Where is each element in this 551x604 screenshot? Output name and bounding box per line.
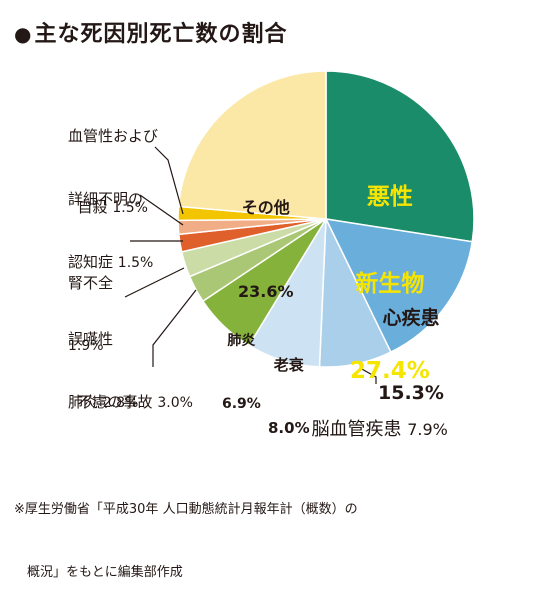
label-noukekkan-text: 脳血管疾患 (311, 419, 402, 440)
label-goen-line1: 誤嚥性 (68, 330, 114, 348)
footnote: ※厚生労働省「平成30年 人口動態統計月報年計（概数）の 概況」をもとに編集部作… (14, 457, 358, 604)
label-goen-line2: 肺炎 (68, 393, 99, 411)
label-furyo: 不慮の事故 3.0% (68, 371, 193, 414)
pie-chart (124, 70, 475, 384)
slice-value-haien: 6.9% (222, 396, 261, 412)
slice-label-akusei-line1: 悪性 (366, 184, 413, 210)
label-jisatsu: 自殺 1.5% (68, 176, 148, 219)
label-ninchi: 血管性および 詳細不明の 認知症 1.5% (68, 84, 158, 295)
footnote-line2: 概況」をもとに編集部作成 (14, 565, 183, 580)
label-ninchi-line1: 血管性および (68, 127, 159, 145)
slice-label-shinshikkan-text: 心疾患 (382, 307, 440, 329)
slice-label-sonota: その他 23.6% (238, 138, 294, 334)
slice-value-rousui: 8.0% (268, 419, 310, 437)
chart-title-text: 主な死因別死亡数の割合 (34, 22, 288, 47)
chart-title: ●主な死因別死亡数の割合 (14, 16, 287, 48)
leader-line-furyo (152, 289, 197, 367)
slice-value-akusei: 27.4% (350, 358, 430, 384)
slice-value-shinshikkan: 15.3% (378, 382, 444, 404)
leader-line-goen (124, 267, 185, 298)
slice-label-akusei: 悪性 新生物 27.4% (350, 125, 430, 415)
slice-label-shinshikkan: 心疾患 15.3% (378, 256, 444, 431)
label-goen: 誤嚥性 肺炎 2.8% (68, 287, 138, 435)
label-jisatsu-text: 自殺 (77, 198, 108, 216)
slice-label-rousui: 老衰 8.0% (268, 313, 310, 460)
label-noukekkan: 脳血管疾患 7.9% (300, 394, 448, 442)
value-noukekkan: 7.9% (407, 420, 448, 439)
pie-slice-0 (325, 70, 475, 243)
slice-value-sonota: 23.6% (238, 282, 294, 301)
label-ninchi-line3: 認知症 (68, 253, 114, 271)
slice-label-haien: 肺炎 6.9% (222, 289, 261, 436)
slice-label-rousui-text: 老衰 (273, 356, 304, 374)
slice-label-akusei-line2: 新生物 (355, 271, 425, 297)
pie-slice-10 (177, 70, 327, 220)
footnote-line1: ※厚生労働省「平成30年 人口動態統計月報年計（概数）の (14, 502, 358, 517)
bullet-dot-icon: ● (14, 22, 33, 46)
leader-line-noukekkan (359, 367, 377, 384)
leader-line-ninchi (154, 146, 184, 215)
label-jinfuzen-text: 腎不全 (68, 274, 114, 292)
value-furyo: 3.0% (157, 395, 193, 411)
slice-label-haien-text: 肺炎 (227, 333, 256, 349)
value-ninchi: 1.5% (117, 255, 154, 271)
value-jisatsu: 1.5% (112, 200, 148, 216)
pie-slice-1 (324, 218, 474, 354)
label-ninchi-line2: 詳細不明の (68, 190, 144, 208)
label-furyo-text: 不慮の事故 (77, 393, 153, 411)
leader-line-jisatsu (139, 194, 184, 226)
value-jinfuzen: 1.9% (68, 338, 104, 354)
slice-label-sonota-text: その他 (241, 198, 290, 217)
label-jinfuzen: 腎不全 1.9% (68, 231, 113, 378)
value-goen: 2.8% (102, 395, 139, 411)
